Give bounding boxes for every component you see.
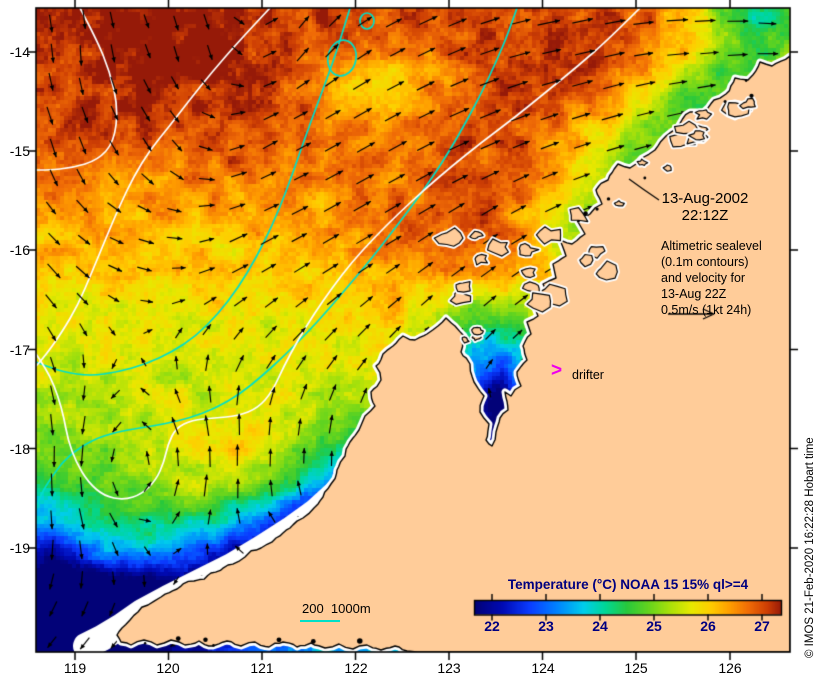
x-tick-label: 124 [531,660,555,676]
colorbar-tick-label: 25 [646,618,662,634]
bathymetry-legend-label: 200 1000m [302,601,371,616]
colorbar-tick-label: 24 [592,618,608,634]
y-tick-label: -17 [9,342,30,358]
drifter-label: drifter [572,368,604,382]
y-tick-label: -14 [9,44,30,60]
info-line: 13-Aug 22Z [661,287,727,301]
colorbar-title: Temperature (°C) NOAA 15 15% ql>=4 [507,577,749,592]
colorbar-tick-label: 22 [484,618,500,634]
copyright-text: © IMOS 21-Feb-2020 16:22:28 Hobart time [804,437,816,658]
y-tick-label: -18 [9,441,30,457]
info-line: (0.1m contours) [661,255,749,269]
x-tick-label: 120 [156,660,180,676]
info-line: and velocity for [661,271,746,285]
datetime-time-label: 22:12Z [681,207,729,224]
bathymetry-legend-line [300,620,340,622]
x-tick-label: 121 [250,660,274,676]
x-tick-label: 125 [624,660,648,676]
datetime-label: 13-Aug-2002 [661,190,749,207]
info-line: 0.5m/s (1kt 24h) [661,303,752,317]
x-tick-label: 119 [63,660,87,676]
x-tick-label: 126 [718,660,742,676]
drifter-marker-icon: > [551,360,563,381]
colorbar-tick-label: 23 [538,618,554,634]
y-tick-label: -19 [9,540,30,556]
info-line: Altimetric sealevel [661,239,762,253]
colorbar-tick-label: 27 [754,618,770,634]
x-tick-label: 122 [344,660,368,676]
colorbar-tick-label: 26 [700,618,716,634]
y-tick-label: -16 [9,242,30,258]
y-tick-label: -15 [9,143,30,159]
x-tick-label: 123 [437,660,461,676]
